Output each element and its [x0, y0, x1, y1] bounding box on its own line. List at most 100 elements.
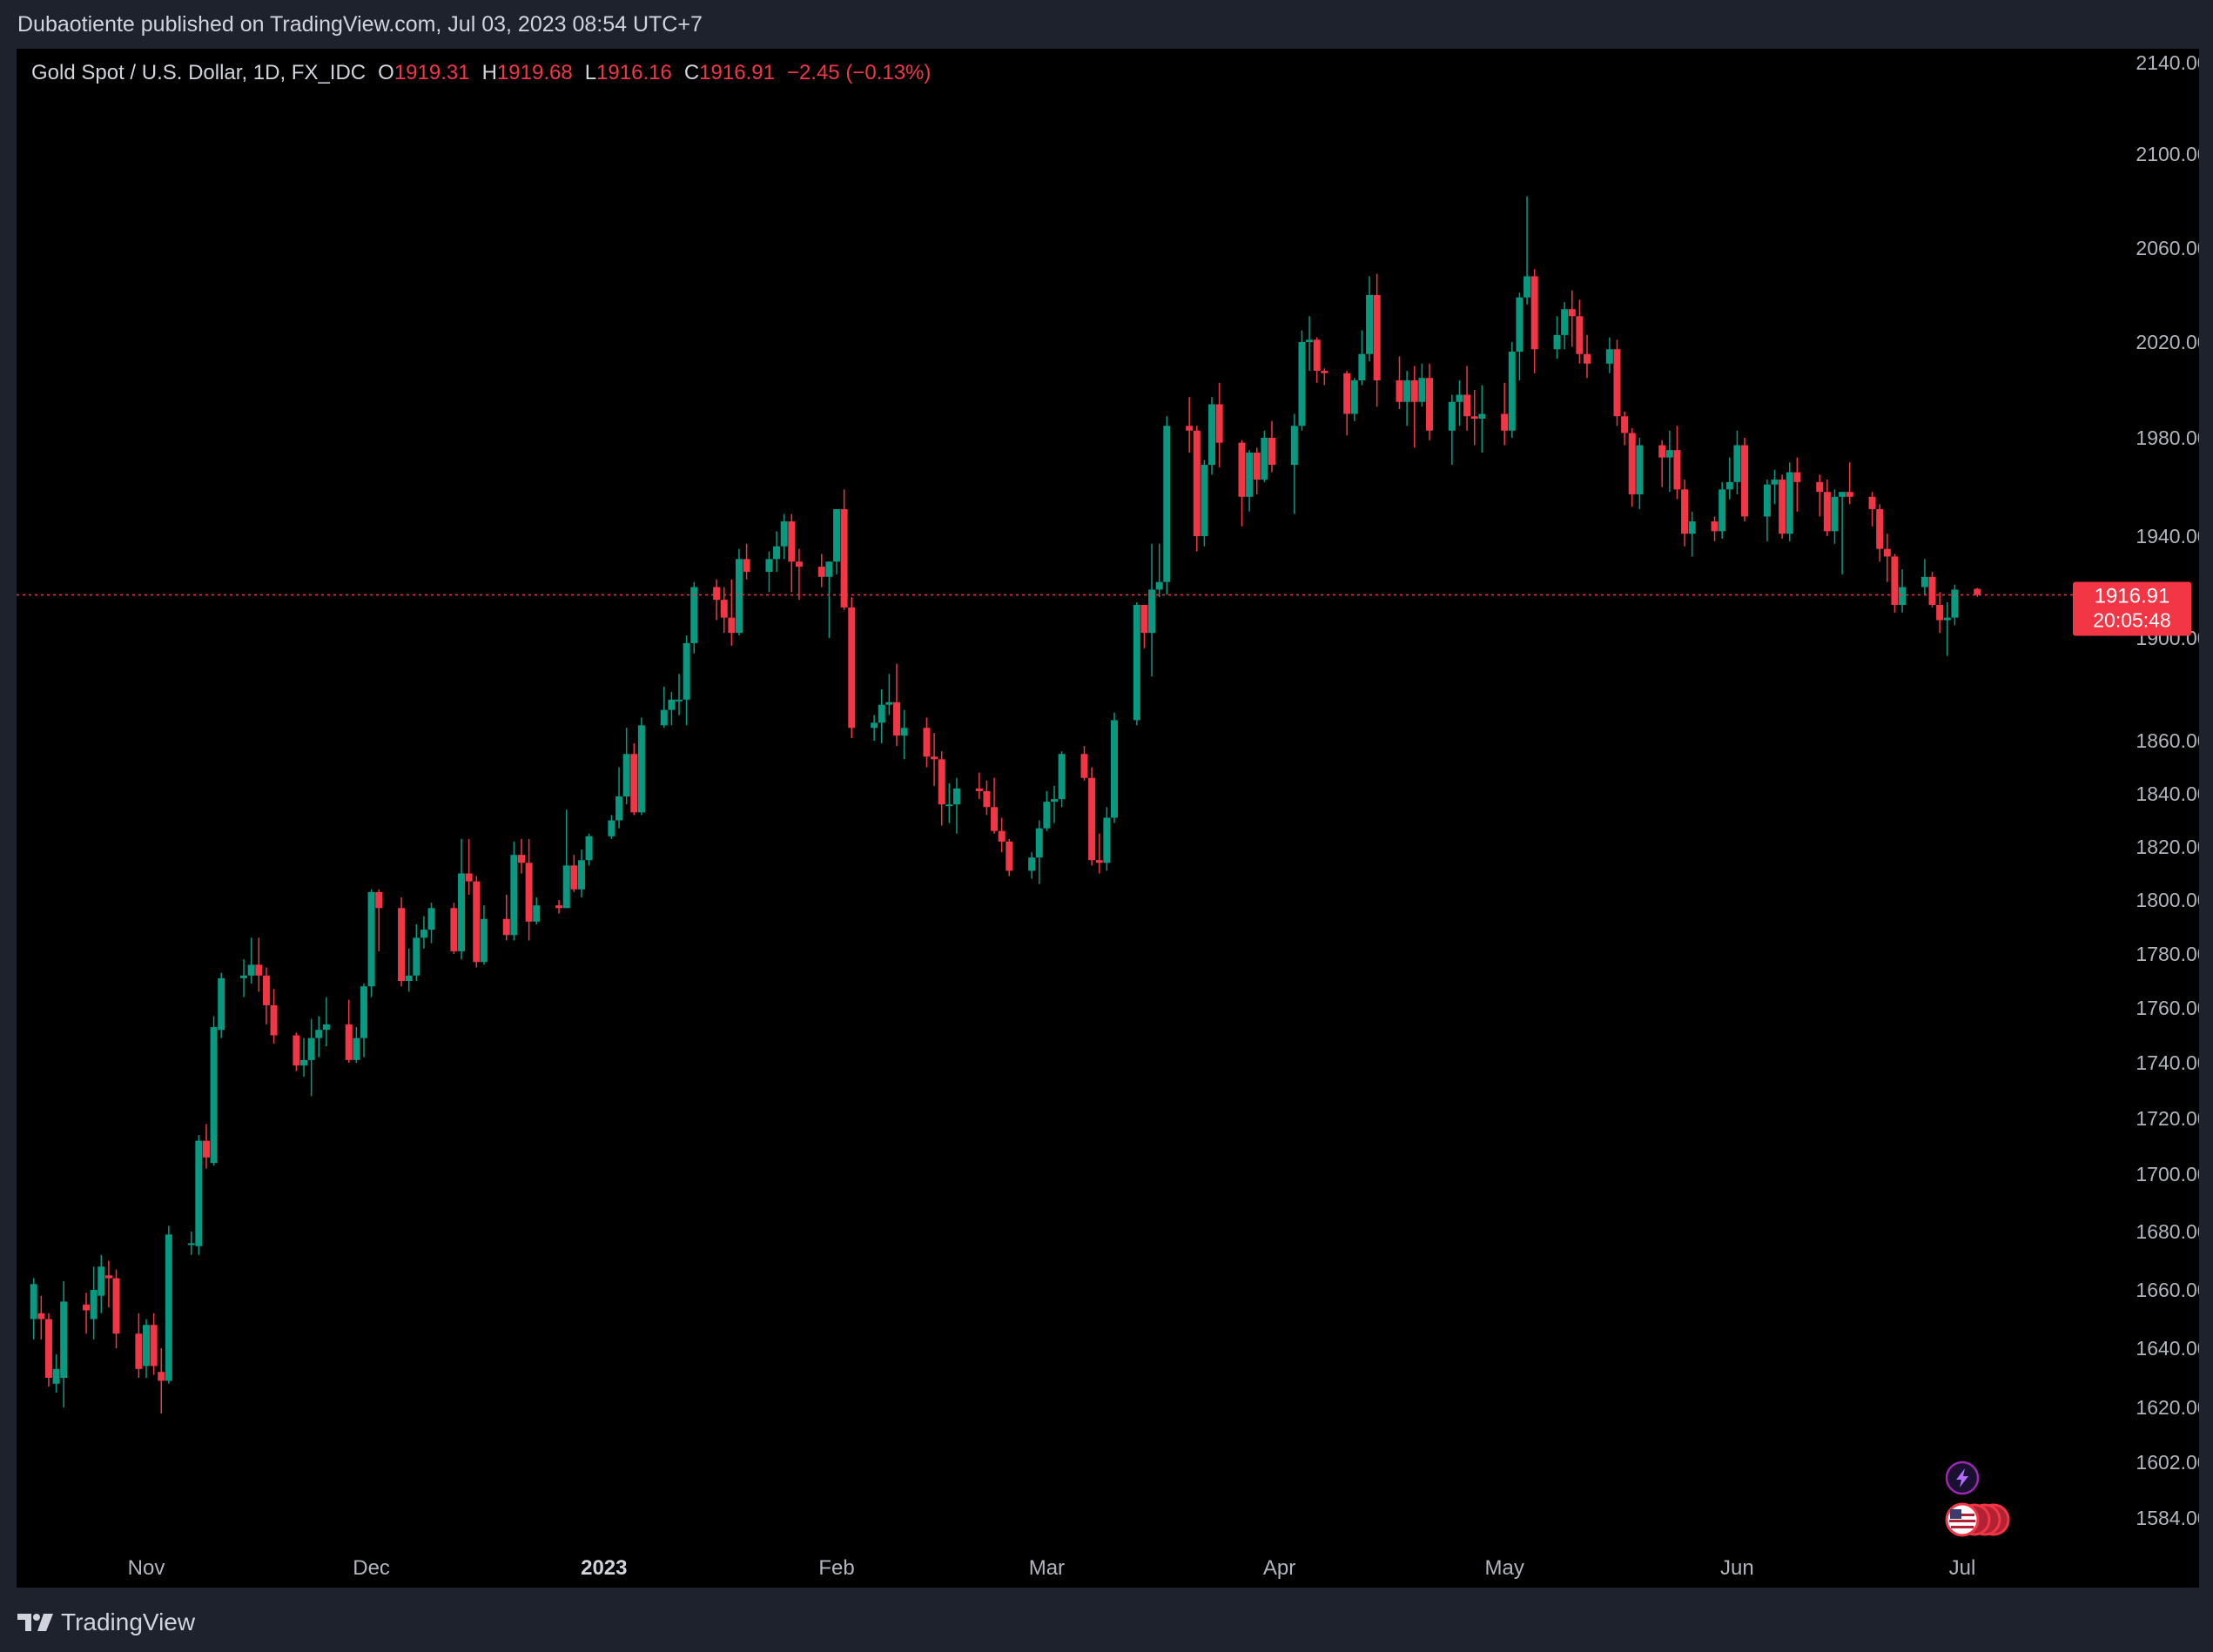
candle-body: [1501, 413, 1509, 431]
candle-body: [83, 1304, 91, 1311]
candle: [1576, 299, 1584, 364]
lightning-icon[interactable]: [1945, 1461, 1980, 1495]
candle: [1816, 474, 1824, 517]
candle-body: [210, 1027, 218, 1164]
candle: [465, 838, 473, 895]
candle-body: [1215, 404, 1223, 443]
time-tick-label: Jul: [1949, 1556, 1976, 1580]
candle-body: [1201, 465, 1208, 536]
chart-panel[interactable]: 2140.00 2100.00 2060.00 2020.00 1980.00 1940.…: [17, 49, 2199, 1588]
time-tick-label: 2023: [581, 1556, 627, 1580]
candle: [210, 1016, 218, 1166]
candle-body: [1238, 442, 1246, 497]
candle: [1306, 316, 1314, 371]
candle-body: [195, 1140, 203, 1246]
candle-body: [465, 873, 473, 882]
candlestick-chart[interactable]: 2140.00 2100.00 2060.00 2020.00 1980.00 1940.…: [17, 49, 2199, 1588]
price-badge-value: 1916.91: [2095, 585, 2170, 608]
candle-body: [1051, 799, 1058, 802]
price-tick-label: 1680.00: [2136, 1220, 2199, 1243]
candle-series: [30, 196, 1981, 1414]
candle-body: [825, 561, 833, 577]
candle-body: [1530, 276, 1538, 350]
candle: [420, 916, 427, 949]
candle: [1846, 462, 1853, 505]
candle: [1584, 334, 1591, 379]
candle: [307, 1018, 315, 1097]
candle: [150, 1313, 158, 1375]
price-tick-label: 2020.00: [2136, 331, 2199, 353]
candle: [1080, 746, 1088, 781]
us-flag-icon[interactable]: [1945, 1502, 2010, 1537]
candle-body: [1665, 450, 1673, 458]
candle-body: [1553, 334, 1561, 350]
candle: [1786, 462, 1793, 541]
candle-body: [315, 1030, 323, 1038]
candle-body: [577, 860, 585, 890]
candle: [743, 543, 750, 580]
candle-body: [833, 508, 841, 562]
candle: [480, 905, 488, 965]
candle: [825, 561, 833, 638]
candle: [1366, 276, 1374, 361]
candle: [938, 751, 945, 826]
candle: [1470, 390, 1478, 446]
candle: [1051, 785, 1058, 823]
candle: [1268, 420, 1275, 473]
candle-body: [1868, 496, 1876, 509]
candle-body: [52, 1368, 60, 1384]
candle-body: [1058, 754, 1066, 800]
candle-body: [1771, 480, 1779, 485]
price-tick-label: 2060.00: [2136, 237, 2199, 259]
candle-body: [1396, 380, 1403, 402]
candle-body: [945, 804, 953, 807]
candle: [1425, 363, 1433, 440]
candle: [983, 780, 991, 816]
candle: [1448, 394, 1456, 466]
candle-body: [1155, 581, 1163, 590]
candle: [1463, 366, 1471, 431]
candle-body: [90, 1290, 98, 1320]
candle: [315, 1016, 323, 1058]
candle: [1163, 416, 1171, 595]
candle: [991, 777, 999, 834]
price-tick-label: 1860.00: [2136, 729, 2199, 752]
candle: [1290, 413, 1298, 514]
candle: [952, 777, 960, 834]
price-tick-label: 1780.00: [2136, 943, 2199, 965]
candle-body: [98, 1266, 105, 1296]
candle-body: [1763, 484, 1771, 517]
candle: [262, 967, 270, 1024]
candle-body: [293, 1035, 300, 1066]
candle-body: [218, 977, 225, 1031]
candle-body: [510, 855, 518, 936]
candle-body: [1786, 472, 1793, 534]
price-tick-label: 1940.00: [2136, 525, 2199, 547]
candle: [83, 1293, 91, 1334]
candle: [525, 838, 533, 941]
candle: [322, 997, 330, 1047]
candle: [1501, 382, 1509, 446]
candle-body: [150, 1325, 158, 1367]
candle: [871, 715, 878, 741]
candle-body: [458, 873, 466, 951]
candle: [517, 838, 525, 874]
candle: [1883, 534, 1891, 582]
price-tick-label: 1800.00: [2136, 889, 2199, 911]
candle: [1058, 751, 1066, 808]
candle: [1928, 571, 1936, 608]
candle: [1373, 273, 1381, 407]
candle: [60, 1280, 68, 1407]
price-tick-label: 2100.00: [2136, 143, 2199, 165]
candle: [1839, 492, 1846, 574]
price-tick-label: 1740.00: [2136, 1051, 2199, 1074]
price-badge-countdown: 20:05:48: [2093, 609, 2171, 632]
footer: TradingView: [17, 1608, 195, 1636]
candle: [90, 1266, 98, 1340]
candle-body: [637, 725, 645, 813]
candle: [1763, 480, 1771, 541]
candle: [135, 1313, 143, 1378]
candle: [1403, 371, 1411, 426]
candle: [1568, 290, 1576, 347]
candle: [300, 1038, 308, 1077]
